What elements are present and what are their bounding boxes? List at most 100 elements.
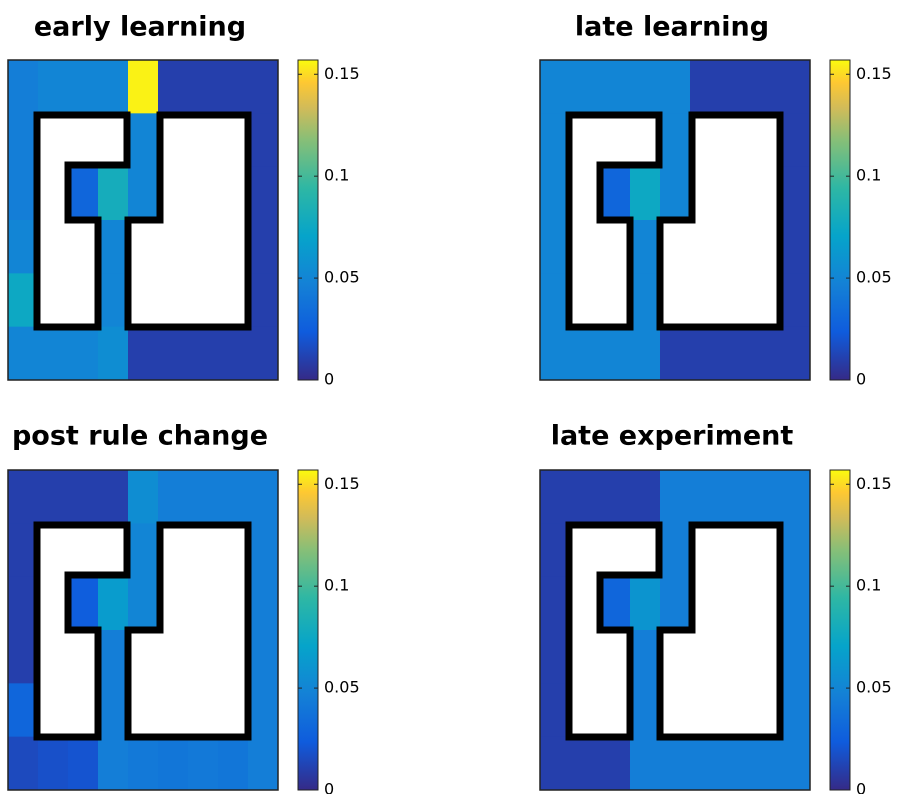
heatmap-cell bbox=[540, 113, 571, 168]
heatmap-cell bbox=[8, 683, 39, 738]
colorbar-tick-label: 0 bbox=[324, 780, 334, 794]
heatmap-cell bbox=[248, 60, 279, 114]
heatmap-cell bbox=[188, 736, 219, 791]
heatmap-cell bbox=[780, 326, 811, 381]
heatmap-cell bbox=[128, 470, 159, 524]
heatmap-cell bbox=[780, 683, 811, 738]
colorbar-tick-label: 0.05 bbox=[856, 678, 892, 697]
colorbar bbox=[297, 59, 319, 381]
heatmap-cell bbox=[98, 736, 129, 791]
heatmap-cell bbox=[540, 523, 571, 578]
heatmap-cell bbox=[98, 166, 129, 221]
colorbar-tick-label: 0.05 bbox=[324, 678, 360, 697]
heatmap-cell bbox=[248, 630, 279, 684]
heatmap-cell bbox=[570, 326, 601, 381]
heatmap-cell bbox=[750, 736, 781, 791]
heatmap-cell bbox=[38, 326, 69, 381]
colorbar-tick-label: 0.1 bbox=[856, 576, 881, 595]
heatmap-cell bbox=[600, 60, 631, 114]
heatmap-cell bbox=[540, 470, 571, 524]
heatmap-cell bbox=[128, 60, 159, 114]
heatmap-cell bbox=[780, 523, 811, 578]
heatmap-cell bbox=[68, 736, 99, 791]
colorbar-tick-label: 0.05 bbox=[856, 268, 892, 287]
heatmap-cell bbox=[780, 736, 811, 791]
heatmap-cell bbox=[540, 683, 571, 738]
heatmap-cell bbox=[540, 273, 571, 328]
heatmap-cell bbox=[660, 736, 691, 791]
heatmap-cell bbox=[248, 683, 279, 738]
heatmap-cell bbox=[660, 470, 691, 524]
heatmap bbox=[539, 59, 811, 381]
heatmap-cell bbox=[630, 326, 661, 381]
colorbar-tick-label: 0 bbox=[324, 370, 334, 389]
heatmap-cell bbox=[128, 113, 159, 168]
heatmap-cell bbox=[98, 273, 129, 328]
heatmap-cell bbox=[780, 166, 811, 221]
heatmap-cell bbox=[600, 166, 631, 221]
heatmap-cell bbox=[630, 576, 661, 631]
heatmap-cell bbox=[248, 273, 279, 328]
axes-frame bbox=[7, 59, 279, 381]
heatmap-cell bbox=[8, 326, 39, 381]
heatmap-cell bbox=[600, 470, 631, 524]
heatmap-cell bbox=[68, 470, 99, 524]
heatmap-cell bbox=[720, 326, 751, 381]
heatmap-cell bbox=[780, 113, 811, 168]
colorbar-tick-label: 0.15 bbox=[856, 474, 892, 493]
heatmap-cell bbox=[570, 60, 601, 114]
heatmap-cell bbox=[218, 326, 249, 381]
heatmap-cell bbox=[218, 60, 249, 114]
panel-title: post rule change bbox=[12, 421, 268, 452]
heatmap-cell bbox=[8, 576, 39, 631]
heatmap-cell bbox=[98, 470, 129, 524]
heatmap-cell bbox=[8, 736, 39, 791]
heatmap-cell bbox=[660, 576, 691, 631]
heatmap-cell bbox=[690, 736, 721, 791]
heatmap-cell bbox=[248, 523, 279, 578]
axes-frame bbox=[539, 469, 811, 791]
heatmap-cell bbox=[720, 736, 751, 791]
heatmap-cell bbox=[750, 470, 781, 524]
heatmap-cell bbox=[570, 470, 601, 524]
colorbar-tick-label: 0.15 bbox=[324, 474, 360, 493]
heatmap-cell bbox=[188, 470, 219, 524]
colorbar-tick-label: 0.15 bbox=[856, 64, 892, 83]
maze-wall bbox=[33, 521, 131, 741]
heatmap-cell bbox=[690, 326, 721, 381]
heatmap-cell bbox=[660, 326, 691, 381]
heatmap-cell bbox=[660, 113, 691, 168]
colorbar bbox=[829, 469, 851, 791]
maze-wall bbox=[565, 111, 663, 331]
heatmap-cell bbox=[630, 166, 661, 221]
heatmap-cell bbox=[68, 326, 99, 381]
heatmap-cell bbox=[158, 326, 189, 381]
colorbar-tick-label: 0.15 bbox=[324, 64, 360, 83]
heatmap-cell bbox=[158, 60, 189, 114]
heatmap-cell bbox=[540, 630, 571, 684]
maze-wall bbox=[33, 111, 131, 331]
heatmap-cell bbox=[98, 326, 129, 381]
heatmap-cell bbox=[8, 113, 39, 168]
heatmap-cell bbox=[248, 326, 279, 381]
colorbar-tick-label: 0.05 bbox=[324, 268, 360, 287]
heatmap-cell bbox=[630, 683, 661, 738]
heatmap-cell bbox=[128, 523, 159, 578]
maze-wall bbox=[124, 521, 252, 741]
heatmap-cell bbox=[8, 273, 39, 328]
heatmap-cell bbox=[218, 736, 249, 791]
heatmap-cell bbox=[128, 576, 159, 631]
heatmap-cell bbox=[780, 630, 811, 684]
heatmap-cell bbox=[630, 60, 661, 114]
heatmap-cell bbox=[188, 60, 219, 114]
heatmap bbox=[539, 469, 811, 791]
maze-wall bbox=[565, 521, 663, 741]
heatmap-cell bbox=[248, 166, 279, 221]
heatmap-cell bbox=[630, 736, 661, 791]
maze-wall bbox=[656, 111, 784, 331]
heatmap-cell bbox=[38, 736, 69, 791]
heatmap-cell bbox=[750, 60, 781, 114]
heatmap-cell bbox=[780, 273, 811, 328]
heatmap-cell bbox=[8, 470, 39, 524]
